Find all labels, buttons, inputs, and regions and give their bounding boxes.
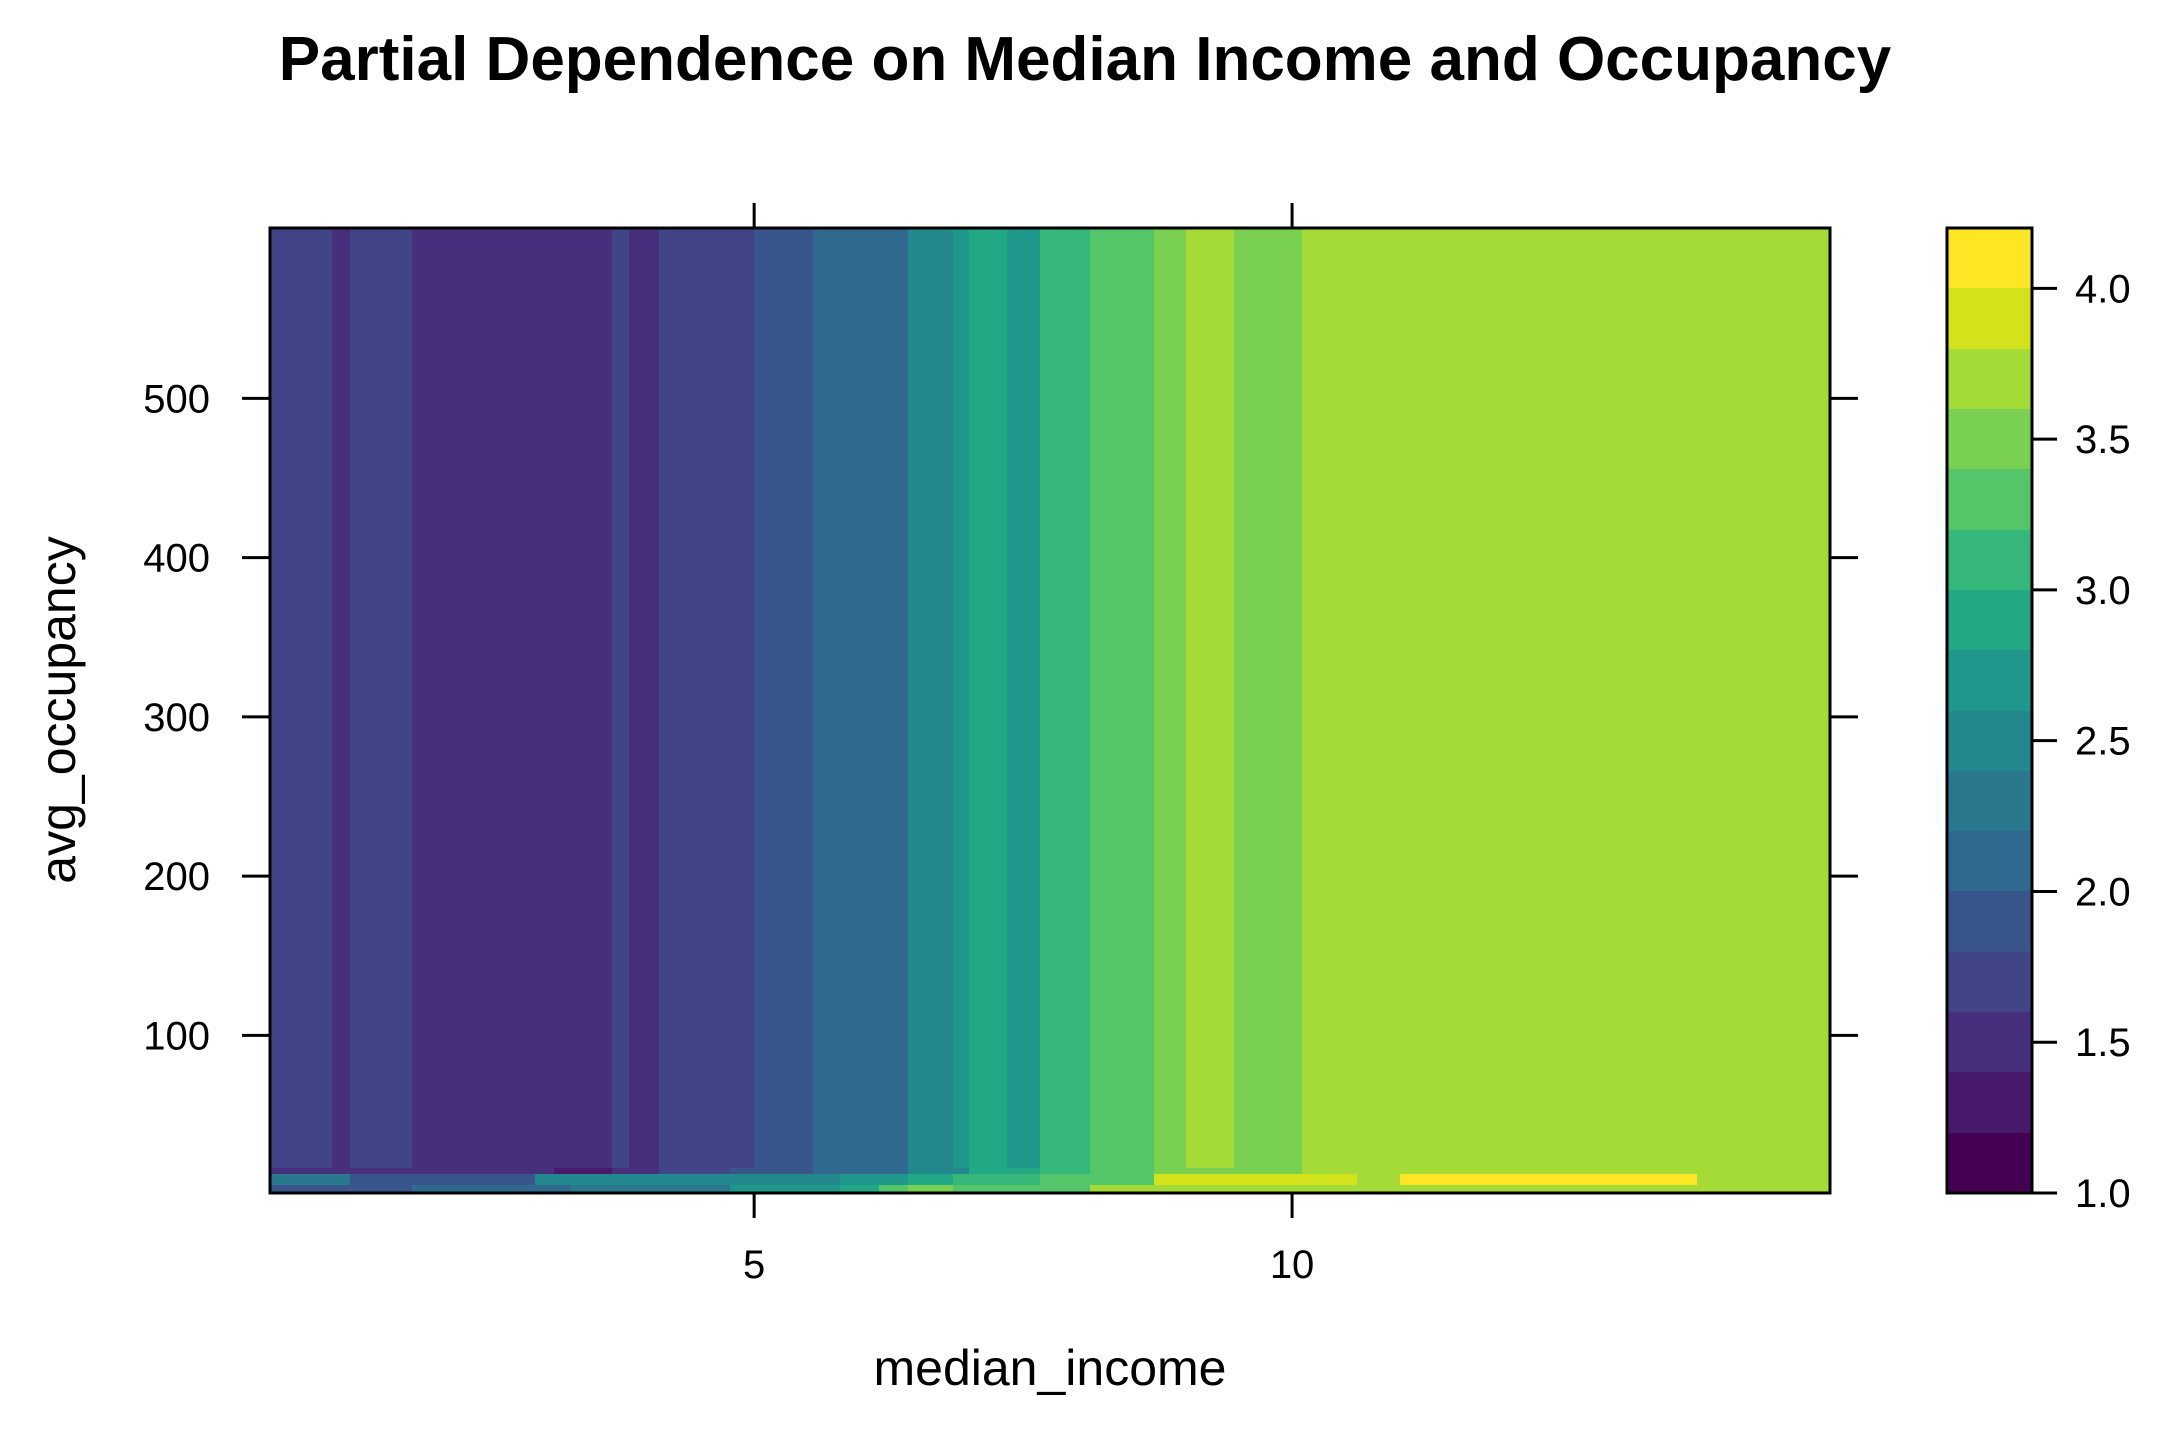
heatmap-cell — [840, 1174, 908, 1185]
heatmap-cell — [953, 1185, 1090, 1193]
heatmap-cell — [730, 1168, 813, 1174]
heatmap-cell — [332, 228, 350, 1168]
heatmap-cell — [659, 228, 754, 1168]
y-tick-label: 200 — [143, 855, 210, 899]
heatmap-cell — [1040, 228, 1090, 1168]
colorbar-swatch — [1947, 409, 2032, 469]
heatmap-cell — [1007, 228, 1040, 1168]
plot-frame — [268, 226, 1832, 1195]
colorbar-tick-label: 1.5 — [2075, 1021, 2131, 1065]
colorbar-swatch — [1947, 891, 2032, 952]
heatmap-cell — [1040, 1174, 1154, 1185]
heatmap-cell — [554, 228, 612, 1168]
heatmap-cell — [969, 1168, 1040, 1174]
colorbar-tick-label: 2.5 — [2075, 720, 2131, 764]
heatmap-cell — [1234, 228, 1302, 1168]
heatmap-cell — [908, 1168, 969, 1174]
heatmap-cell — [879, 1185, 908, 1193]
heatmap-cell — [908, 1185, 953, 1193]
x-axis: 5 10 — [743, 203, 1314, 1287]
colorbar-swatch — [1947, 771, 2032, 831]
colorbar-tick-label: 3.5 — [2075, 418, 2131, 462]
heatmap-cell — [908, 228, 953, 1168]
heatmap-cell — [1154, 1168, 1302, 1174]
y-tick-label: 500 — [143, 377, 210, 421]
heatmap-cell — [1302, 1168, 1830, 1174]
colorbar-swatch — [1947, 349, 2032, 409]
heatmap-cell — [350, 228, 412, 1168]
colorbar-swatch — [1947, 831, 2032, 891]
heatmap-cell — [813, 228, 908, 1168]
colorbar-tick-label: 4.0 — [2075, 267, 2131, 311]
colorbar-swatch — [1947, 469, 2032, 530]
heatmap-cell — [412, 228, 428, 1168]
colorbar-swatch — [1947, 650, 2032, 711]
colorbar-swatch — [1947, 952, 2032, 1012]
y-axis-label: avg_occupancy — [30, 536, 86, 883]
colorbar-swatch — [1947, 288, 2032, 349]
heatmap-cell — [908, 1174, 953, 1185]
x-tick-label: 5 — [743, 1243, 765, 1287]
heatmap-cell — [535, 1185, 571, 1193]
heatmap-cell — [629, 1174, 730, 1185]
heatmap-cell — [754, 228, 813, 1168]
heatmap-cell — [1186, 228, 1234, 1168]
heatmap-cells — [270, 228, 1830, 1193]
heatmap-cell — [612, 1168, 659, 1174]
heatmap-cell — [953, 228, 969, 1168]
heatmap-cell — [350, 1174, 535, 1185]
colorbar-swatch — [1947, 1012, 2032, 1072]
heatmap-cell — [412, 1185, 535, 1193]
heatmap-cell — [659, 1168, 730, 1174]
heatmap-cell — [969, 228, 1007, 1168]
heatmap-cell — [1090, 1168, 1154, 1174]
heatmap-cell — [840, 1185, 879, 1193]
colorbar-frame — [1945, 226, 2034, 1195]
colorbar-swatch — [1947, 590, 2032, 650]
heatmap-cell — [1090, 228, 1154, 1168]
heatmap-cell — [813, 1168, 908, 1174]
colorbar-swatch — [1947, 711, 2032, 771]
heatmap-cell — [554, 1168, 612, 1174]
x-axis-label: median_income — [874, 1340, 1227, 1396]
heatmap-cell — [1400, 1174, 1697, 1185]
heatmap-cell — [1154, 1174, 1357, 1185]
heatmap-cell — [571, 1185, 730, 1193]
y-axis: 100 200 300 400 500 — [143, 377, 1858, 1058]
heatmap-cell — [612, 228, 629, 1168]
heatmap-cell — [1357, 1174, 1400, 1185]
colorbar-swatch — [1947, 228, 2032, 288]
colorbar-swatch — [1947, 1072, 2032, 1133]
heatmap-cell — [1697, 1174, 1830, 1185]
y-tick-label: 300 — [143, 696, 210, 740]
colorbar-tick-label: 1.0 — [2075, 1172, 2131, 1216]
y-tick-label: 400 — [143, 537, 210, 581]
colorbar-tick-label: 3.0 — [2075, 569, 2131, 613]
heatmap-cell — [1090, 1185, 1830, 1193]
heatmap-cell — [428, 228, 554, 1168]
heatmap-cell — [270, 228, 332, 1168]
heatmap-cell — [270, 1168, 554, 1174]
heatmap-cell — [270, 1174, 350, 1185]
heatmap-cell — [953, 1174, 1040, 1185]
heatmap-cell — [270, 1185, 350, 1193]
colorbar-tick-label: 2.0 — [2075, 870, 2131, 914]
chart-title: Partial Dependence on Median Income and … — [279, 25, 1892, 94]
heatmap-cell — [1040, 1168, 1090, 1174]
heatmap-cell — [730, 1174, 840, 1185]
y-tick-label: 100 — [143, 1014, 210, 1058]
heatmap-cell — [730, 1185, 840, 1193]
heatmap-cell — [1302, 228, 1830, 1168]
x-tick-label: 10 — [1270, 1243, 1315, 1287]
heatmap-cell — [535, 1174, 629, 1185]
heatmap-cell — [350, 1185, 412, 1193]
heatmap-cell — [629, 228, 659, 1168]
colorbar-swatch — [1947, 530, 2032, 590]
colorbar-swatch — [1947, 1133, 2032, 1193]
heatmap-cell — [1154, 228, 1186, 1168]
colorbar: 1.0 1.5 2.0 2.5 3.0 3.5 4.0 — [1945, 226, 2131, 1216]
